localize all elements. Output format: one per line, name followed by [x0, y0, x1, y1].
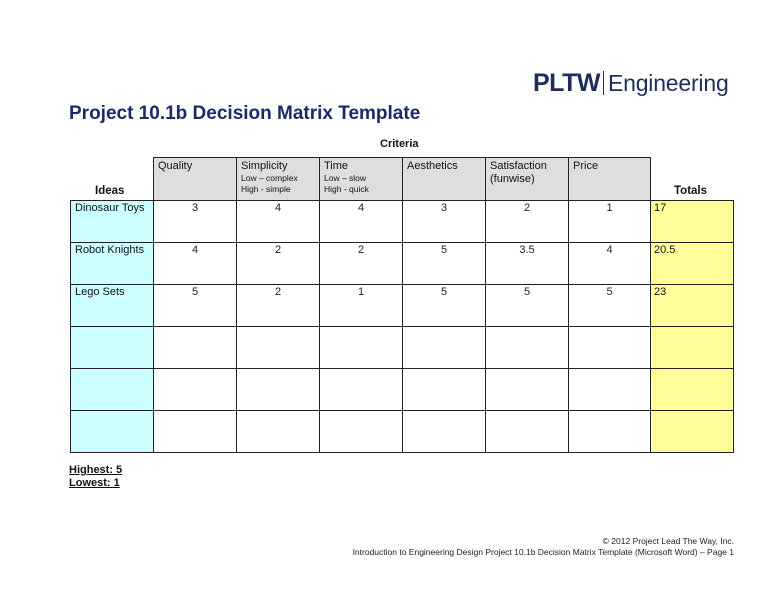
score-cell[interactable]	[319, 326, 403, 369]
score-cell[interactable]: 3.5	[485, 242, 569, 285]
idea-cell[interactable]: Lego Sets	[70, 284, 154, 327]
criteria-label: Time	[324, 160, 349, 172]
score-cell[interactable]: 1	[568, 200, 651, 243]
criteria-scale-note: Low – slow	[324, 173, 367, 183]
score-cell[interactable]	[568, 326, 651, 369]
score-cell[interactable]	[485, 410, 569, 453]
score-cell[interactable]	[402, 326, 486, 369]
score-cell[interactable]	[153, 410, 237, 453]
score-cell[interactable]: 5	[402, 242, 486, 285]
criteria-heading: Criteria	[380, 138, 419, 150]
score-cell[interactable]: 5	[153, 284, 237, 327]
score-cell[interactable]: 5	[402, 284, 486, 327]
legend-lowest: Lowest: 1	[69, 477, 120, 489]
score-cell[interactable]: 4	[236, 200, 320, 243]
total-cell[interactable]: 20.5	[650, 242, 734, 285]
ideas-heading: Ideas	[95, 185, 125, 197]
pltw-engineering-logo: PLTW Engineering	[533, 68, 729, 98]
totals-heading: Totals	[674, 185, 708, 197]
criteria-label: Simplicity	[241, 160, 288, 172]
page-footer: © 2012 Project Lead The Way, Inc. Introd…	[353, 536, 734, 558]
score-cell[interactable]	[402, 368, 486, 411]
score-cell[interactable]	[485, 368, 569, 411]
score-cell[interactable]: 2	[485, 200, 569, 243]
score-cell[interactable]: 2	[236, 284, 320, 327]
score-cell[interactable]	[236, 410, 320, 453]
score-cell[interactable]	[319, 410, 403, 453]
score-cell[interactable]: 2	[319, 242, 403, 285]
score-cell[interactable]	[568, 368, 651, 411]
footer-page-info: Introduction to Engineering Design Proje…	[352, 547, 734, 557]
score-cell[interactable]: 3	[153, 200, 237, 243]
criteria-scale-note: High - simple	[241, 184, 291, 194]
criteria-label: Quality	[158, 160, 193, 172]
score-cell[interactable]	[568, 410, 651, 453]
score-cell[interactable]	[236, 326, 320, 369]
criteria-header-4: Satisfaction (funwise)	[485, 157, 569, 201]
score-cell[interactable]	[236, 368, 320, 411]
page-title: Project 10.1b Decision Matrix Template	[69, 103, 421, 124]
legend-highest: Highest: 5	[69, 464, 123, 476]
criteria-header-3: Aesthetics	[402, 157, 486, 201]
score-cell[interactable]: 1	[319, 284, 403, 327]
logo-division: Engineering	[607, 69, 729, 96]
criteria-label: Price	[573, 160, 599, 172]
idea-cell[interactable]	[70, 368, 154, 411]
score-cell[interactable]: 4	[153, 242, 237, 285]
score-cell[interactable]: 4	[319, 200, 403, 243]
score-cell[interactable]: 2	[236, 242, 320, 285]
total-cell[interactable]: 17	[650, 200, 734, 243]
total-cell[interactable]: 23	[650, 284, 734, 327]
total-cell[interactable]	[650, 368, 734, 411]
idea-cell[interactable]: Dinosaur Toys	[70, 200, 154, 243]
footer-copyright: © 2012 Project Lead The Way, Inc.	[602, 536, 734, 546]
idea-cell[interactable]: Robot Knights	[70, 242, 154, 285]
score-cell[interactable]	[153, 326, 237, 369]
criteria-header-0: Quality	[153, 157, 237, 201]
logo-brand: PLTW	[533, 68, 600, 97]
criteria-header-2: Time Low – slow High - quick	[319, 157, 403, 201]
criteria-scale-note: Low – complex	[241, 173, 298, 183]
criteria-label: Satisfaction (funwise)	[490, 160, 547, 185]
score-legend: Highest: 5 Lowest: 1	[69, 464, 122, 490]
score-cell[interactable]	[319, 368, 403, 411]
idea-cell[interactable]	[70, 326, 154, 369]
total-cell[interactable]	[650, 410, 734, 453]
score-cell[interactable]	[485, 326, 569, 369]
criteria-header-1: Simplicity Low – complex High - simple	[236, 157, 320, 201]
score-cell[interactable]: 3	[402, 200, 486, 243]
criteria-label: Aesthetics	[407, 160, 458, 172]
score-cell[interactable]: 4	[568, 242, 651, 285]
logo-divider	[602, 71, 604, 95]
criteria-header-5: Price	[568, 157, 651, 201]
score-cell[interactable]: 5	[485, 284, 569, 327]
criteria-scale-note: High - quick	[324, 184, 369, 194]
score-cell[interactable]	[153, 368, 237, 411]
score-cell[interactable]	[402, 410, 486, 453]
idea-cell[interactable]	[70, 410, 154, 453]
total-cell[interactable]	[650, 326, 734, 369]
score-cell[interactable]: 5	[568, 284, 651, 327]
